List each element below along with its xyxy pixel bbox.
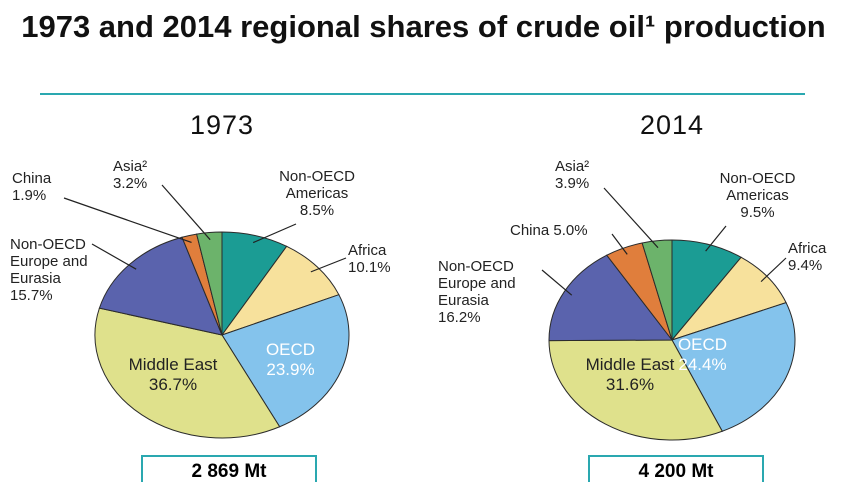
total: 2 869 Mt (191, 461, 267, 482)
slice-label: Asia² 3.9% (555, 158, 610, 192)
leader-line (760, 257, 787, 283)
category-label: Middle East (128, 355, 218, 374)
category-label: Middle East (585, 355, 675, 374)
category-label: Asia² (555, 158, 590, 175)
leader-line (63, 197, 192, 244)
category-label: Non-OECD Europe and Eurasia (438, 258, 516, 309)
category-label: Non-OECD Americas (279, 168, 355, 202)
category-label: China (12, 170, 52, 187)
value-label: 36.7% (148, 375, 198, 394)
slice-label: OECD 24.4% (650, 335, 755, 375)
pie-title-text: 1973 (189, 110, 255, 140)
leader-line (310, 257, 347, 273)
pie-title: 2014 (572, 110, 772, 141)
category-label: OECD (265, 340, 316, 359)
value-label: 3.2% (113, 175, 148, 192)
pie-slice (548, 339, 723, 441)
pie-slice (671, 301, 796, 432)
value-label: 9.5% (740, 204, 775, 221)
leader-line (91, 243, 137, 270)
value-label: 8.5% (299, 202, 335, 219)
slice-label: China 5.0% (510, 222, 630, 239)
leader-line (611, 233, 628, 255)
pie-title-text: 2014 (639, 110, 705, 140)
leader-line (705, 225, 727, 252)
total: 4 200 Mt (638, 461, 714, 482)
pie-slice (196, 231, 223, 336)
total-box: 4 200 Mt (588, 455, 764, 482)
value-label: 1.9% (12, 187, 47, 204)
category-label: OECD (677, 335, 728, 354)
value-label: 10.1% (348, 259, 391, 276)
value-label: 16.2% (438, 309, 481, 326)
slice-label: Non-OECD Americas 9.5% (700, 170, 815, 221)
pie-slice (220, 245, 340, 336)
pie-slice (641, 239, 673, 341)
category-label: Non-OECD Europe and Eurasia (10, 236, 88, 287)
slice-label: Non-OECD Europe and Eurasia 16.2% (438, 258, 548, 326)
pie-slice (94, 307, 281, 439)
leader-line (541, 269, 573, 296)
slice-label: Middle East 36.7% (108, 355, 238, 395)
slice-label: Africa 10.1% (348, 242, 408, 276)
category-label: Asia² (113, 158, 148, 175)
slice-label: China 1.9% (12, 170, 72, 204)
title: 1973 and 2014 regional shares of crude o… (21, 9, 826, 44)
slice-label: Non-OECD Americas 8.5% (262, 168, 372, 219)
value-label: 31.6% (605, 375, 655, 394)
value-label: 24.4% (678, 355, 727, 374)
leader-line (603, 187, 659, 249)
category-label: Non-OECD Americas (719, 170, 796, 204)
slice-label: Middle East 31.6% (565, 355, 695, 395)
value-label: 23.9% (266, 360, 315, 379)
leader-line (252, 223, 297, 244)
category-label: China (510, 222, 550, 239)
pie-slice (98, 236, 223, 336)
value-label: 3.9% (555, 175, 590, 192)
value-label: 5.0% (553, 222, 588, 239)
total-box: 2 869 Mt (141, 455, 317, 482)
pie-slice (221, 294, 350, 428)
pie-title: 1973 (122, 110, 322, 141)
value-label: 15.7% (10, 287, 53, 304)
category-label: Africa (788, 240, 827, 257)
pie-slice (548, 254, 674, 342)
slice-label: Non-OECD Europe and Eurasia 15.7% (10, 236, 120, 304)
leader-line (161, 184, 211, 241)
slice-label: OECD 23.9% (238, 340, 343, 380)
slice-label: Asia² 3.2% (113, 158, 163, 192)
value-label: 9.4% (788, 257, 823, 274)
slice-label: Africa 9.4% (788, 240, 843, 274)
category-label: Africa (348, 242, 387, 259)
